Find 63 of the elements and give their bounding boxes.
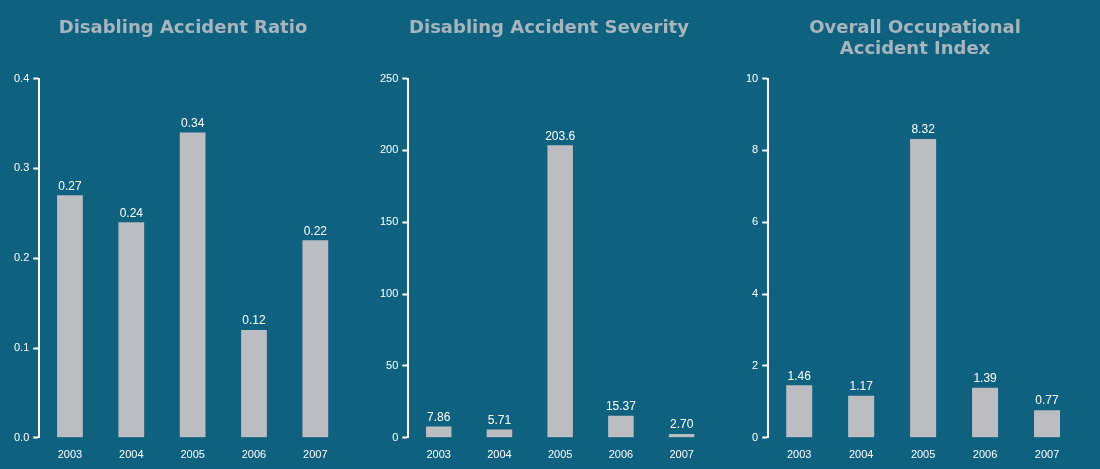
y-tick-label: 250 bbox=[379, 71, 399, 84]
y-tick-label: 0.1 bbox=[13, 341, 30, 354]
bar bbox=[57, 195, 83, 438]
y-tick-label: 0.3 bbox=[13, 161, 30, 174]
y-tick-label: 0 bbox=[752, 430, 759, 443]
data-label: 8.32 bbox=[911, 122, 936, 137]
data-label: 5.71 bbox=[487, 412, 512, 427]
bar bbox=[179, 132, 206, 438]
x-tick-label: 2003 bbox=[426, 448, 451, 461]
bar bbox=[972, 387, 999, 438]
data-label: 7.86 bbox=[427, 409, 451, 424]
y-tick-label: 10 bbox=[745, 71, 759, 84]
x-tick-label: 2007 bbox=[1034, 448, 1060, 461]
x-tick-label: 2005 bbox=[547, 448, 573, 461]
bar bbox=[608, 415, 634, 438]
chart-title: Disabling Accident Ratio bbox=[57, 15, 309, 39]
data-label: 1.39 bbox=[973, 371, 998, 386]
y-tick-label: 0.0 bbox=[13, 430, 30, 443]
data-label: 15.37 bbox=[605, 399, 637, 414]
data-label: 0.24 bbox=[119, 205, 144, 220]
data-label: 1.17 bbox=[849, 379, 874, 394]
data-label: 0.27 bbox=[58, 178, 82, 193]
y-tick-label: 100 bbox=[379, 287, 399, 300]
y-tick-label: 6 bbox=[752, 215, 759, 228]
x-tick-label: 2007 bbox=[303, 448, 328, 461]
y-tick-label: 4 bbox=[752, 287, 759, 300]
bar bbox=[547, 145, 573, 438]
x-tick-label: 2004 bbox=[119, 448, 144, 461]
data-label: 0.12 bbox=[242, 313, 266, 328]
x-tick-label: 2004 bbox=[848, 448, 874, 461]
y-tick-label: 0 bbox=[392, 430, 399, 443]
bar bbox=[118, 222, 145, 438]
bar bbox=[910, 138, 937, 438]
bar bbox=[425, 426, 452, 438]
x-tick-label: 2007 bbox=[669, 448, 694, 461]
chart-title: Disabling Accident Severity bbox=[408, 15, 690, 39]
y-tick-label: 0.4 bbox=[13, 71, 30, 84]
y-tick-label: 8 bbox=[752, 143, 759, 156]
x-tick-label: 2003 bbox=[786, 448, 812, 461]
bar bbox=[1034, 410, 1061, 438]
x-tick-label: 2005 bbox=[910, 448, 936, 461]
data-label: 0.22 bbox=[303, 223, 328, 238]
x-tick-label: 2006 bbox=[608, 448, 634, 461]
x-tick-label: 2006 bbox=[972, 448, 998, 461]
data-label: 1.46 bbox=[787, 368, 812, 383]
x-tick-label: 2003 bbox=[57, 448, 83, 461]
data-label: 2.70 bbox=[669, 417, 694, 432]
bar bbox=[302, 240, 329, 438]
bar bbox=[786, 385, 813, 438]
y-tick-label: 150 bbox=[379, 215, 399, 228]
x-tick-label: 2005 bbox=[180, 448, 205, 461]
data-label: 0.34 bbox=[180, 115, 205, 130]
chart-title: Overall Occupational Accident Index bbox=[808, 15, 1022, 60]
y-tick-label: 0.2 bbox=[13, 251, 30, 264]
data-label: 203.6 bbox=[545, 128, 576, 143]
y-tick-label: 2 bbox=[752, 358, 759, 371]
bar bbox=[848, 395, 875, 438]
y-tick-label: 200 bbox=[379, 143, 399, 156]
data-label: 0.77 bbox=[1035, 393, 1060, 408]
x-tick-label: 2006 bbox=[241, 448, 267, 461]
x-tick-label: 2004 bbox=[487, 448, 512, 461]
bar bbox=[241, 330, 267, 438]
y-tick-label: 50 bbox=[386, 358, 399, 371]
